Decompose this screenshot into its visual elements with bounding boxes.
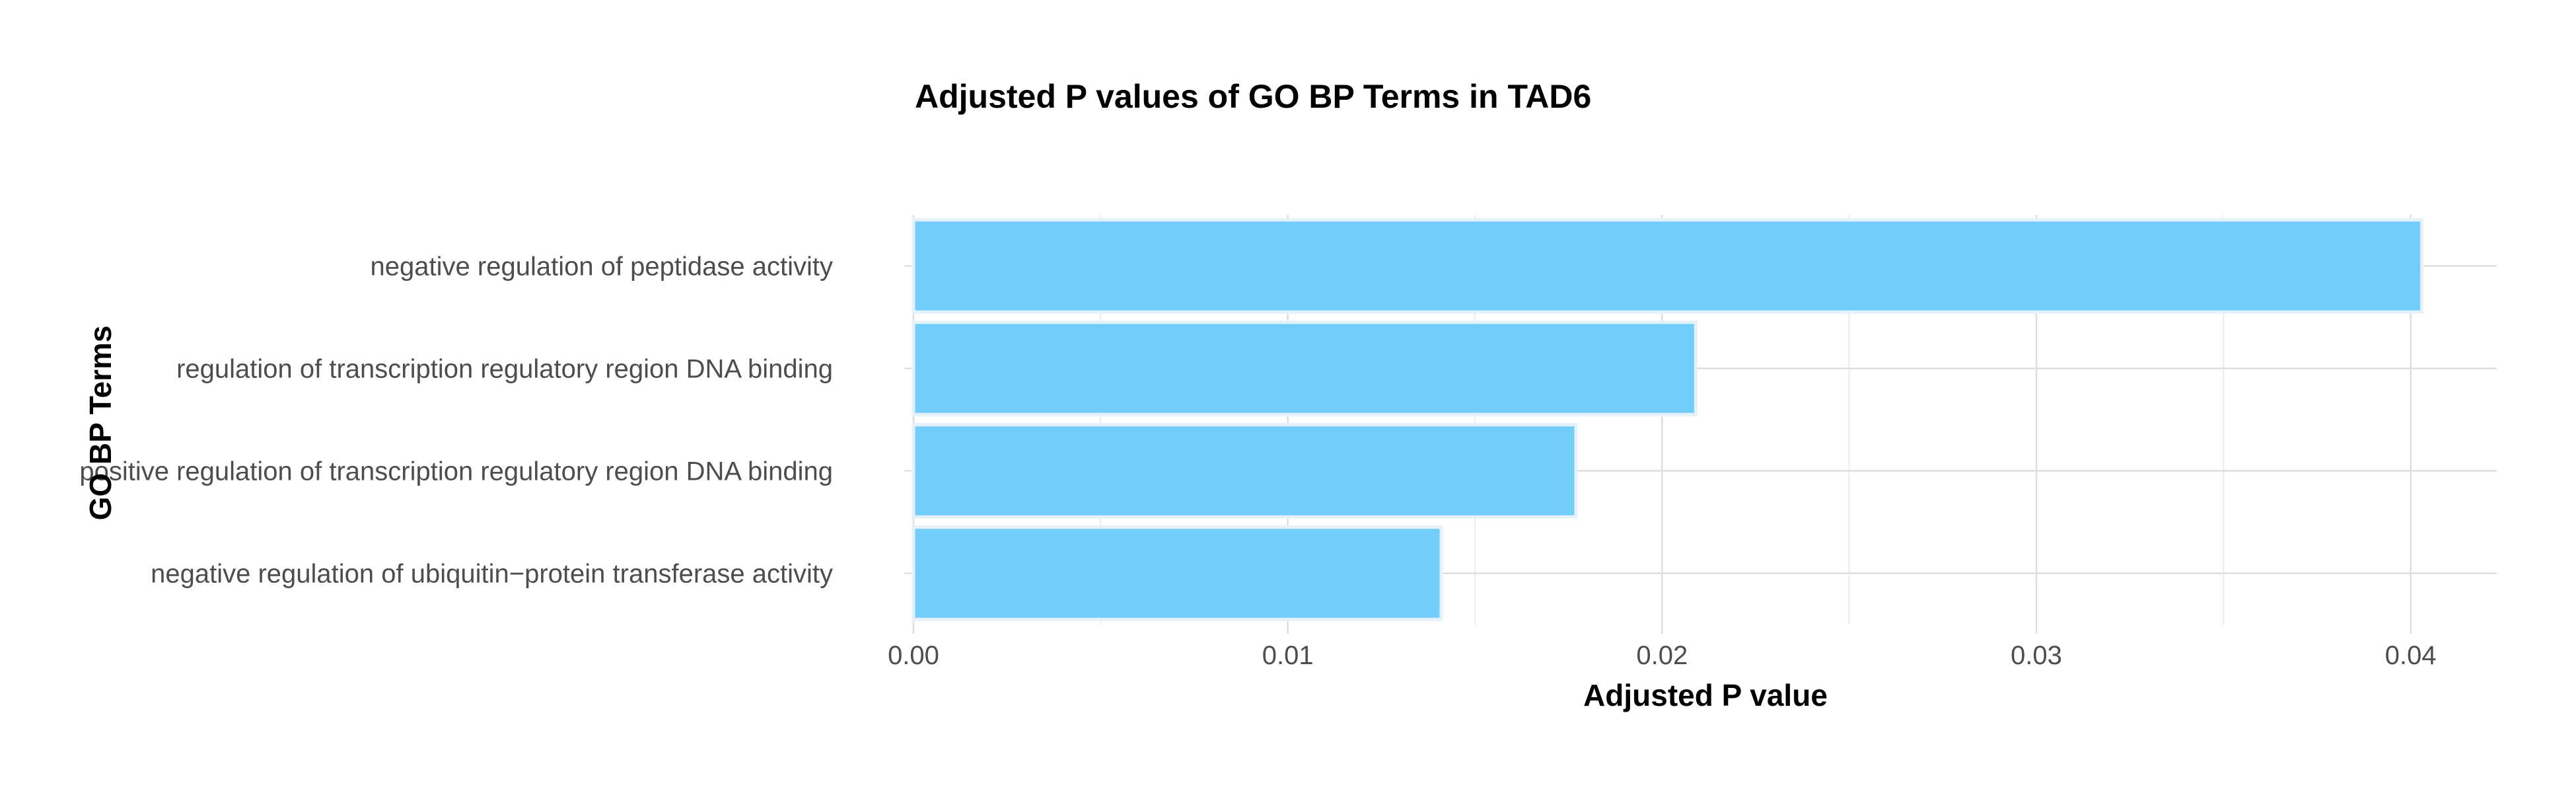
y-tick-label: regulation of transcription regulatory r…	[176, 355, 833, 384]
chart-title: Adjusted P values of GO BP Terms in TAD6	[915, 78, 1591, 115]
x-axis-title: Adjusted P value	[1583, 678, 1828, 712]
x-tick-label: 0.04	[2385, 641, 2437, 670]
y-tick-label: negative regulation of peptidase activit…	[371, 252, 833, 282]
bar	[912, 321, 1698, 416]
bars-layer	[912, 218, 2424, 621]
x-tick-label: 0.01	[1262, 641, 1314, 670]
bar	[912, 218, 2424, 314]
y-tick-label: positive regulation of transcription reg…	[79, 457, 833, 486]
x-tick-labels: 0.00 0.01 0.02 0.03 0.04	[888, 641, 2437, 670]
y-tick-label: negative regulation of ubiquitin−protein…	[151, 560, 833, 589]
bar	[912, 525, 1443, 621]
y-axis-title: GO BP Terms	[83, 326, 118, 521]
x-tick-label: 0.00	[888, 641, 939, 670]
x-tick-label: 0.03	[2011, 641, 2062, 670]
y-tick-labels: negative regulation of peptidase activit…	[79, 252, 833, 589]
bar	[912, 423, 1578, 519]
x-tick-label: 0.02	[1636, 641, 1688, 670]
